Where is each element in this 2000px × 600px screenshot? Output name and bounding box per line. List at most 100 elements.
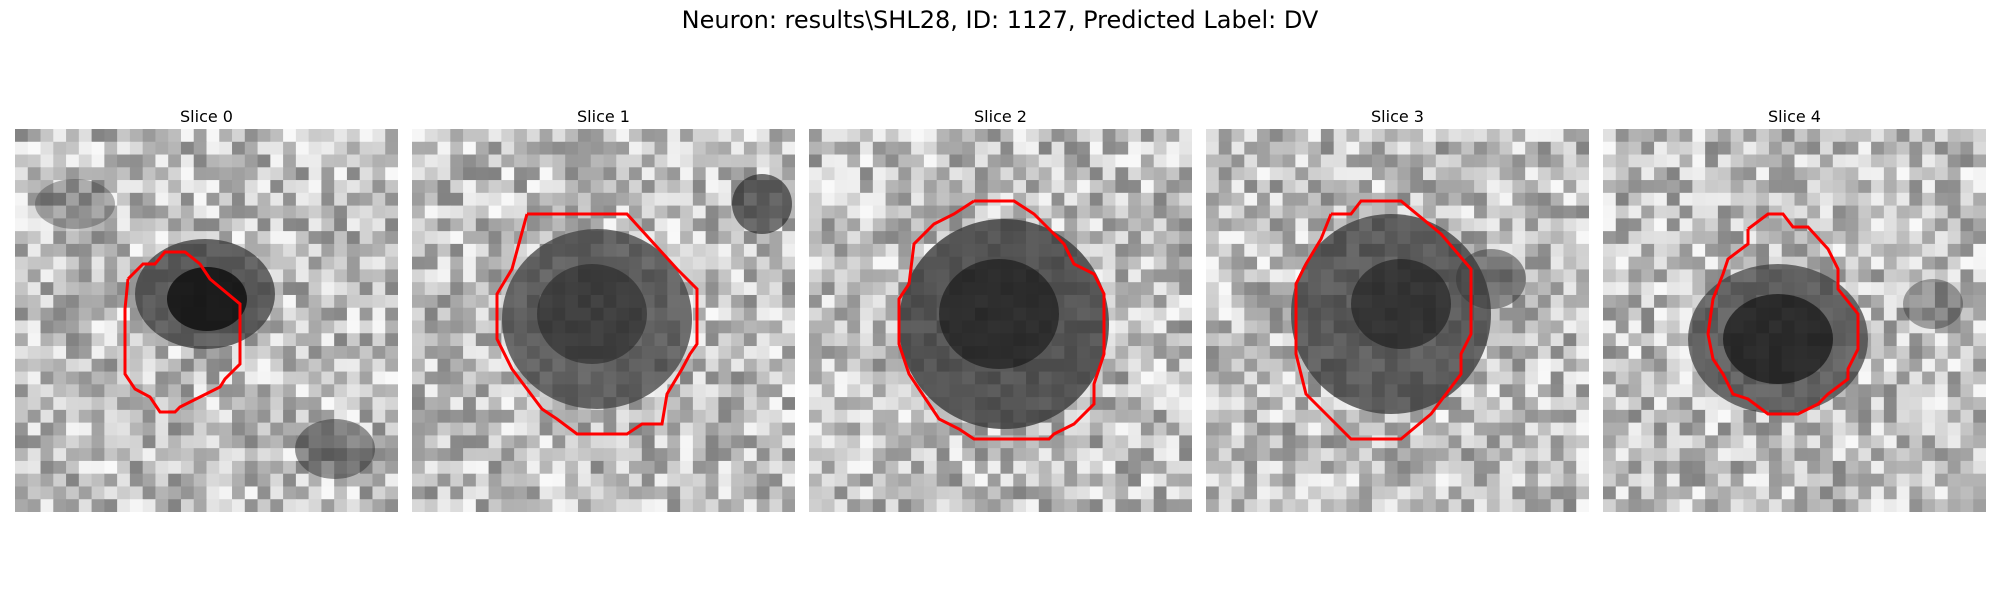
noise-pixel [53,435,67,449]
noise-pixel [1231,320,1245,334]
noise-pixel [692,346,707,360]
noise-pixel [1102,397,1116,411]
noise-pixel [27,371,42,385]
contour-outline [1294,199,1473,441]
noise-pixel [1140,129,1155,143]
noise-pixel [898,205,912,219]
noise-pixel [731,371,745,385]
noise-pixel [1781,448,1795,462]
noise-pixel [987,154,1001,168]
noise-pixel [295,307,310,321]
noise-pixel [821,371,836,385]
noise-pixel [40,129,54,143]
noise-pixel [346,486,361,500]
noise-pixel [129,333,144,347]
noise-pixel [78,180,93,194]
noise-pixel [1960,141,1974,156]
noise-pixel [66,192,80,207]
figure-title: Neuron: results\SHL28, ID: 1127, Predict… [681,6,1319,34]
noise-pixel [1000,141,1014,156]
noise-pixel [1576,307,1589,321]
noise-pixel [1461,167,1475,181]
noise-pixel [155,141,169,156]
noise-pixel [346,409,361,424]
noise-pixel [1448,422,1462,436]
noise-pixel [1922,346,1936,360]
noise-pixel [756,333,770,347]
noise-pixel [1960,307,1974,321]
noise-pixel [346,154,361,168]
noise-pixel [1537,499,1552,512]
noise-pixel [1883,294,1898,309]
noise-pixel [1947,282,1961,296]
noise-pixel [718,243,732,258]
noise-pixel [1077,192,1091,207]
noise-pixel [514,192,528,207]
noise-pixel [1883,384,1898,398]
noise-pixel [27,231,42,245]
noise-pixel [1654,269,1668,283]
noise-pixel [359,294,373,309]
noise-pixel [488,358,502,373]
noise-pixel [1537,358,1552,373]
noise-pixel [641,486,656,500]
noise-pixel [718,282,732,296]
noise-pixel [40,346,54,360]
noise-pixel [1576,460,1589,475]
noise-pixel [206,486,220,500]
noise-pixel [104,460,118,475]
noise-pixel [1269,256,1284,270]
noise-pixel [334,384,348,398]
noise-pixel [1666,409,1681,424]
noise-pixel [53,384,67,398]
noise-pixel [731,397,745,411]
noise-pixel [962,129,976,143]
noise-pixel [629,409,643,424]
noise-pixel [91,435,105,449]
noise-pixel [283,346,297,360]
noise-pixel [1282,167,1296,181]
noise-pixel [641,192,656,207]
noise-pixel [692,486,707,500]
noise-pixel [860,192,874,207]
noise-pixel [475,384,490,398]
noise-pixel [232,435,246,449]
noise-pixel [1244,397,1258,411]
noise-pixel [514,435,528,449]
noise-pixel [1179,460,1192,475]
noise-pixel [1871,499,1885,512]
noise-pixel [1705,205,1719,219]
noise-pixel [104,231,118,245]
noise-pixel [1206,231,1220,245]
noise-pixel [424,256,439,270]
noise-pixel [117,294,131,309]
noise-pixel [1512,333,1526,347]
noise-pixel [974,141,989,156]
noise-pixel [1845,141,1859,156]
noise-pixel [1397,499,1411,512]
noise-pixel [911,448,925,462]
noise-pixel [308,192,322,207]
noise-pixel [91,346,105,360]
noise-pixel [1064,192,1078,207]
noise-pixel [603,205,617,219]
noise-pixel [552,448,566,462]
noise-pixel [475,499,490,512]
noise-pixel [1537,346,1552,360]
noise-pixel [91,422,105,436]
noise-pixel [346,333,361,347]
noise-pixel [1128,180,1142,194]
noise-pixel [680,269,694,283]
noise-pixel [1140,499,1155,512]
noise-pixel [1474,460,1488,475]
noise-pixel [1128,141,1142,156]
noise-pixel [450,435,464,449]
noise-pixel [1896,205,1910,219]
noise-pixel [295,243,310,258]
noise-pixel [1474,473,1488,487]
noise-pixel [629,180,643,194]
noise-pixel [885,384,899,398]
noise-pixel [1934,422,1949,436]
noise-pixel [283,192,297,207]
noise-pixel [872,499,887,512]
